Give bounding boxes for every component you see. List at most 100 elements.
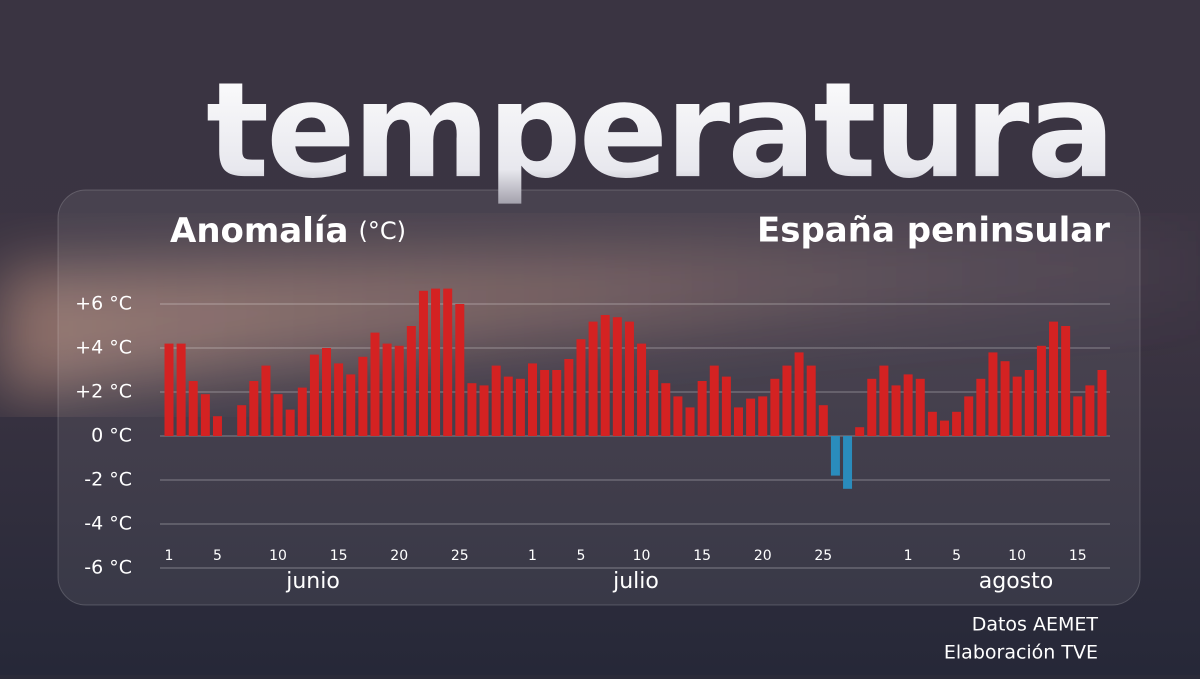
bar xyxy=(927,411,937,436)
bar xyxy=(491,365,501,436)
bar xyxy=(455,304,465,436)
unit: (°C) xyxy=(359,217,406,245)
bar xyxy=(164,343,174,436)
bar xyxy=(673,396,683,436)
y-tick-label: -2 °C xyxy=(84,469,132,491)
x-tick-label: 20 xyxy=(754,548,772,564)
bar xyxy=(758,396,768,436)
bar xyxy=(346,374,356,436)
bar xyxy=(297,387,307,436)
x-tick-label: 25 xyxy=(451,548,469,564)
x-tick-label: 25 xyxy=(814,548,832,564)
chart-title-text: Anomalía xyxy=(170,211,349,251)
x-tick-label: 10 xyxy=(1008,548,1026,564)
bar xyxy=(733,407,743,436)
page-title: temperatura xyxy=(206,54,1113,208)
bar xyxy=(273,394,283,436)
bar xyxy=(406,326,416,436)
bar xyxy=(661,383,671,436)
panel xyxy=(57,189,1141,606)
bar xyxy=(261,365,271,436)
y-tick-label: +2 °C xyxy=(75,381,132,403)
bar xyxy=(588,321,598,436)
bar xyxy=(467,383,477,436)
bar xyxy=(939,420,949,436)
bar xyxy=(564,359,574,436)
bar xyxy=(515,378,525,436)
bar xyxy=(285,409,295,436)
bar xyxy=(770,378,780,436)
x-tick-label: 5 xyxy=(577,548,586,564)
x-tick-label: 5 xyxy=(213,548,222,564)
y-tick-label: +6 °C xyxy=(75,293,132,315)
bar xyxy=(697,381,707,436)
month-label: agosto xyxy=(979,569,1053,594)
bar xyxy=(237,405,247,436)
y-tick-label: +4 °C xyxy=(75,337,132,359)
bar xyxy=(964,396,974,436)
bar xyxy=(988,352,998,436)
bar xyxy=(952,411,962,436)
bar xyxy=(685,407,695,436)
bar xyxy=(830,436,840,476)
source: Datos AEMET xyxy=(972,614,1099,636)
bar xyxy=(709,365,719,436)
bar xyxy=(600,315,610,436)
bar xyxy=(418,290,428,436)
bar xyxy=(1036,345,1046,436)
bar xyxy=(1073,396,1083,436)
bar xyxy=(309,354,319,436)
x-tick-label: 1 xyxy=(904,548,913,564)
bar xyxy=(806,365,816,436)
bar xyxy=(1061,326,1071,436)
x-tick-label: 15 xyxy=(330,548,348,564)
x-tick-label: 1 xyxy=(165,548,174,564)
month-label: julio xyxy=(612,569,659,594)
bar xyxy=(879,365,889,436)
bar xyxy=(891,385,901,436)
bar xyxy=(624,321,634,436)
bar xyxy=(1085,385,1095,436)
bar xyxy=(915,378,925,436)
chart-subtitle: España peninsular xyxy=(757,211,1110,251)
bar xyxy=(612,317,622,436)
bar xyxy=(721,376,731,436)
bar xyxy=(212,416,222,436)
bar xyxy=(528,363,538,436)
bar xyxy=(322,348,332,436)
bar xyxy=(176,343,186,436)
x-tick-label: 10 xyxy=(633,548,651,564)
bar xyxy=(540,370,550,436)
bar xyxy=(976,378,986,436)
bar xyxy=(843,436,853,489)
x-tick-label: 20 xyxy=(390,548,408,564)
bar xyxy=(867,378,877,436)
credit: Elaboración TVE xyxy=(944,642,1098,664)
bar xyxy=(200,394,210,436)
bar xyxy=(443,288,453,436)
x-tick-label: 5 xyxy=(952,548,961,564)
bar xyxy=(188,381,198,436)
bar xyxy=(1024,370,1034,436)
month-label: junio xyxy=(285,569,340,594)
bar xyxy=(637,343,647,436)
x-tick-label: 15 xyxy=(693,548,711,564)
background-streak xyxy=(0,230,1200,400)
bar xyxy=(358,356,368,436)
bar xyxy=(746,398,756,436)
bar xyxy=(576,339,586,436)
bar xyxy=(855,427,865,436)
bar xyxy=(334,363,344,436)
bar xyxy=(479,385,489,436)
y-tick-label: -4 °C xyxy=(84,513,132,535)
bar xyxy=(552,370,562,436)
bar xyxy=(503,376,513,436)
bar xyxy=(249,381,259,436)
bar xyxy=(782,365,792,436)
y-tick-label: 0 °C xyxy=(91,425,132,447)
bar xyxy=(1000,361,1010,436)
bar xyxy=(903,374,913,436)
chart-title: Anomalía (°C) xyxy=(170,211,406,251)
bar xyxy=(370,332,380,436)
